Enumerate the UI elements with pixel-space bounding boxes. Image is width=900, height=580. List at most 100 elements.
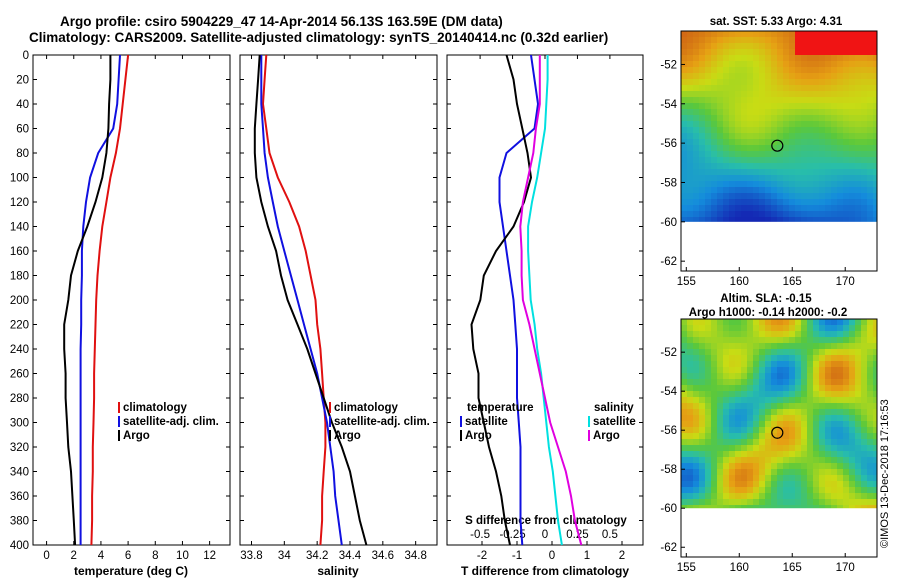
map-cell <box>711 43 717 49</box>
map-cell <box>873 475 877 481</box>
map-cell <box>765 109 771 115</box>
map-cell <box>807 499 813 505</box>
map-cell <box>723 475 729 481</box>
map-cell <box>837 415 843 421</box>
map-cell <box>873 421 877 427</box>
map-cell <box>801 373 807 379</box>
map-cell <box>873 181 877 187</box>
map-cell <box>717 61 723 67</box>
map-cell <box>771 361 777 367</box>
map-cell <box>807 475 813 481</box>
map-cell <box>825 79 831 85</box>
map-cell <box>825 403 831 409</box>
map-cell <box>843 91 849 97</box>
map-y-tick-label: -54 <box>660 386 677 398</box>
legend-s-satellite-label: satellite <box>593 416 636 428</box>
map-cell <box>801 61 807 67</box>
map-cell <box>765 349 771 355</box>
map-cell <box>741 451 747 457</box>
map-cell <box>831 31 837 37</box>
map-cell <box>855 73 861 79</box>
map-cell <box>741 115 747 121</box>
map-cell <box>831 421 837 427</box>
map-cell <box>861 481 867 487</box>
map-cell <box>843 169 849 175</box>
map-cell <box>801 49 807 55</box>
map-cell <box>783 205 789 211</box>
map-cell <box>693 433 699 439</box>
map-cell <box>759 493 765 499</box>
map-cell <box>771 115 777 121</box>
map-cell <box>855 139 861 145</box>
map-cell <box>747 385 753 391</box>
map-cell <box>735 49 741 55</box>
tdiff-argo-line <box>470 54 533 546</box>
map-cell <box>765 493 771 499</box>
map-cell <box>777 325 783 331</box>
s-x-tick-label: 0.25 <box>566 529 588 541</box>
map-cell <box>867 361 873 367</box>
map-cell <box>765 379 771 385</box>
map-cell <box>687 163 693 169</box>
sla-map-title-line2: Argo h1000: -0.14 h2000: -0.2 <box>689 307 848 319</box>
map-cell <box>723 379 729 385</box>
map-cell <box>765 193 771 199</box>
map-cell <box>717 199 723 205</box>
map-cell <box>801 349 807 355</box>
map-cell <box>759 469 765 475</box>
map-cell <box>693 355 699 361</box>
map-cell <box>819 427 825 433</box>
map-cell <box>813 193 819 199</box>
map-cell <box>693 403 699 409</box>
map-cell <box>747 85 753 91</box>
map-cell <box>723 187 729 193</box>
map-cell <box>819 163 825 169</box>
map-cell <box>759 463 765 469</box>
map-cell <box>861 115 867 121</box>
map-cell <box>753 457 759 463</box>
map-cell <box>819 397 825 403</box>
map-cell <box>849 421 855 427</box>
x-tick-label: 1 <box>584 550 590 562</box>
map-cell <box>759 343 765 349</box>
map-cell <box>807 55 813 61</box>
map-cell <box>825 481 831 487</box>
map-cell <box>723 79 729 85</box>
map-cell <box>831 205 837 211</box>
map-cell <box>831 163 837 169</box>
map-cell <box>837 121 843 127</box>
map-cell <box>681 121 687 127</box>
map-cell <box>843 175 849 181</box>
map-cell <box>777 217 783 222</box>
map-cell <box>735 115 741 121</box>
map-cell <box>729 169 735 175</box>
map-cell <box>795 433 801 439</box>
map-cell <box>789 361 795 367</box>
map-cell <box>711 217 717 222</box>
map-cell <box>831 79 837 85</box>
map-cell <box>795 487 801 493</box>
map-cell <box>813 205 819 211</box>
map-cell <box>753 91 759 97</box>
map-cell <box>759 379 765 385</box>
map-cell <box>813 499 819 505</box>
map-cell <box>867 49 873 55</box>
map-cell <box>837 73 843 79</box>
map-cell <box>765 37 771 43</box>
map-cell <box>795 205 801 211</box>
map-cell <box>789 187 795 193</box>
map-cell <box>819 151 825 157</box>
map-cell <box>741 163 747 169</box>
map-cell <box>789 457 795 463</box>
map-cell <box>729 409 735 415</box>
map-cell <box>849 61 855 67</box>
map-cell <box>681 139 687 145</box>
map-cell <box>789 433 795 439</box>
map-cell <box>861 433 867 439</box>
map-cell <box>801 427 807 433</box>
map-cell <box>723 199 729 205</box>
depth-tick-label: 260 <box>10 369 29 381</box>
map-cell <box>855 427 861 433</box>
map-cell <box>687 121 693 127</box>
map-cell <box>837 493 843 499</box>
